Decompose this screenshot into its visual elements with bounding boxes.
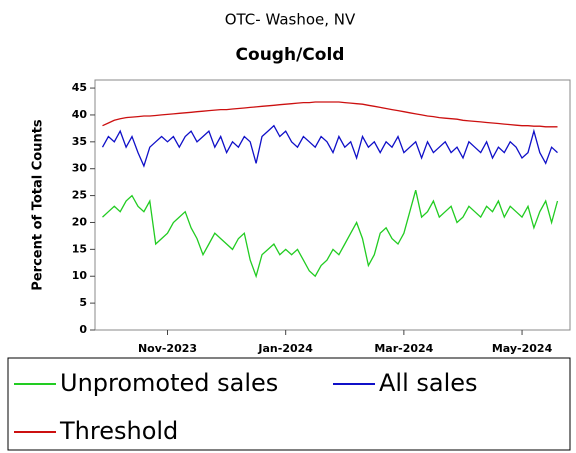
y-tick-label: 25 — [72, 189, 87, 202]
y-tick-label: 15 — [72, 242, 87, 255]
x-tick-label: Nov-2023 — [138, 342, 197, 355]
x-tick-label: May-2024 — [492, 342, 553, 355]
y-tick-label: 20 — [72, 215, 88, 228]
x-tick-label: Jan-2024 — [257, 342, 313, 355]
chart-subtitle: Cough/Cold — [236, 45, 345, 65]
y-axis-label: Percent of Total Counts — [31, 119, 46, 291]
y-tick-label: 30 — [72, 162, 88, 175]
y-tick-label: 10 — [72, 269, 88, 282]
legend-box — [7, 357, 571, 451]
plot-frame — [94, 79, 571, 331]
legend-label: All sales — [379, 369, 478, 397]
x-tick-label: Mar-2024 — [374, 342, 433, 355]
chart-title: OTC- Washoe, NV — [225, 11, 356, 29]
series-line — [101, 124, 558, 168]
y-tick-label: 5 — [79, 296, 87, 309]
y-tick-label: 35 — [72, 135, 87, 148]
y-tick-label: 45 — [72, 81, 87, 94]
legend-label: Threshold — [59, 417, 178, 445]
series-line — [102, 190, 559, 279]
legend-label: Unpromoted sales — [60, 369, 278, 397]
y-tick-label: 40 — [72, 108, 88, 121]
y-tick-label: 0 — [79, 323, 87, 336]
series-line — [102, 101, 558, 128]
